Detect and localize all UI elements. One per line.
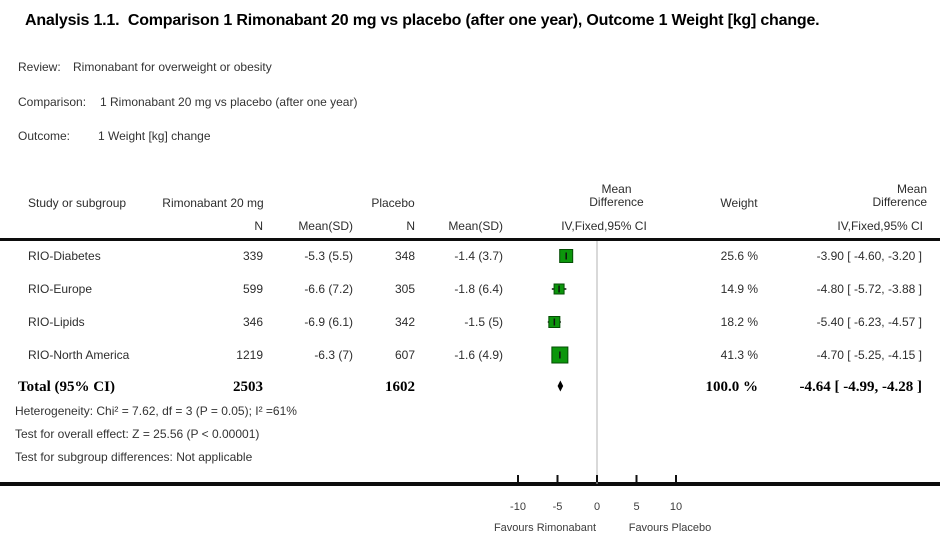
- subgroup-note: Test for subgroup differences: Not appli…: [15, 450, 253, 464]
- weight-value: 25.6 %: [720, 249, 758, 263]
- md-plot-line1: Mean: [601, 182, 632, 196]
- analysis-title: Analysis 1.1. Comparison 1 Rimonabant 20…: [25, 12, 820, 29]
- n-placebo: 305: [394, 282, 415, 296]
- meansd-treatment: -6.6 (7.2): [304, 282, 353, 296]
- comparison-value: 1 Rimonabant 20 mg vs placebo (after one…: [100, 95, 358, 109]
- meansd-placebo: -1.6 (4.9): [454, 348, 503, 362]
- outcome-label: Outcome:: [18, 129, 71, 143]
- n-treatment: 599: [242, 282, 263, 296]
- n-placebo: 342: [394, 315, 415, 329]
- total-n-placebo: 1602: [385, 379, 415, 395]
- meansd-placebo: -1.5 (5): [464, 315, 503, 329]
- study-name: RIO-North America: [28, 348, 130, 362]
- n-placebo: 607: [394, 348, 415, 362]
- study-name: RIO-Lipids: [28, 315, 85, 329]
- md-ci-value: -4.80 [ -5.72, -3.88 ]: [816, 282, 922, 296]
- md-ci-value: -3.90 [ -4.60, -3.20 ]: [816, 249, 922, 263]
- study-name: RIO-Europe: [28, 282, 93, 296]
- favours-right-label: Favours Placebo: [628, 522, 712, 534]
- subheader-meansd2: Mean(SD): [448, 219, 503, 233]
- header-rule: [0, 238, 940, 241]
- n-treatment: 346: [242, 315, 263, 329]
- total-label: Total (95% CI): [18, 379, 115, 395]
- col-header-md-plot: Mean Difference: [540, 183, 693, 209]
- md-text-line1: Mean: [896, 182, 927, 196]
- outcome-value: 1 Weight [kg] change: [98, 129, 211, 143]
- meansd-treatment: -6.9 (6.1): [304, 315, 353, 329]
- x-axis-line: [0, 482, 940, 486]
- axis-tick-label: -10: [510, 501, 526, 513]
- weight-value: 14.9 %: [720, 282, 758, 296]
- favours-left-label: Favours Rimonabant: [493, 522, 597, 534]
- col-header-weight: Weight: [720, 196, 758, 210]
- md-plot-line2: Difference: [589, 195, 644, 209]
- md-text-line2: Difference: [872, 195, 927, 209]
- total-md-ci: -4.64 [ -4.99, -4.28 ]: [799, 379, 922, 395]
- effect-square: [551, 346, 569, 364]
- pooled-diamond: [557, 380, 564, 392]
- meansd-placebo: -1.8 (6.4): [454, 282, 503, 296]
- effect-square: [559, 249, 574, 263]
- md-ci-value: -5.40 [ -6.23, -4.57 ]: [816, 315, 922, 329]
- effect-square: [548, 316, 561, 328]
- study-name: RIO-Diabetes: [28, 249, 101, 263]
- overall-effect-note: Test for overall effect: Z = 25.56 (P < …: [15, 427, 260, 441]
- subheader-md-text-method: IV,Fixed,95% CI: [837, 219, 923, 233]
- subheader-meansd1: Mean(SD): [298, 219, 353, 233]
- axis-tick-label: -5: [553, 501, 563, 513]
- meansd-placebo: -1.4 (3.7): [454, 249, 503, 263]
- effect-square: [553, 283, 565, 295]
- total-weight: 100.0 %: [705, 379, 759, 395]
- axis-tick-label: 0: [594, 501, 600, 513]
- col-header-group2: Placebo: [371, 196, 415, 210]
- weight-value: 41.3 %: [720, 348, 758, 362]
- col-header-md-text: Mean Difference: [775, 183, 927, 209]
- review-value: Rimonabant for overweight or obesity: [73, 60, 272, 74]
- col-header-study: Study or subgroup: [28, 196, 127, 210]
- n-placebo: 348: [394, 249, 415, 263]
- n-treatment: 339: [242, 249, 263, 263]
- axis-tick-label: 10: [670, 501, 682, 513]
- meansd-treatment: -6.3 (7): [314, 348, 353, 362]
- meansd-treatment: -5.3 (5.5): [304, 249, 353, 263]
- review-label: Review:: [18, 60, 61, 74]
- total-n-treatment: 2503: [233, 379, 263, 395]
- comparison-label: Comparison:: [18, 95, 87, 109]
- axis-tick-label: 5: [633, 501, 639, 513]
- subheader-md-plot-method: IV,Fixed,95% CI: [561, 219, 647, 233]
- md-ci-value: -4.70 [ -5.25, -4.15 ]: [816, 348, 922, 362]
- col-header-group1: Rimonabant 20 mg: [162, 196, 264, 210]
- n-treatment: 1219: [236, 348, 263, 362]
- heterogeneity-note: Heterogeneity: Chi² = 7.62, df = 3 (P = …: [15, 404, 297, 418]
- subheader-n1: N: [254, 219, 263, 233]
- weight-value: 18.2 %: [720, 315, 758, 329]
- subheader-n2: N: [406, 219, 415, 233]
